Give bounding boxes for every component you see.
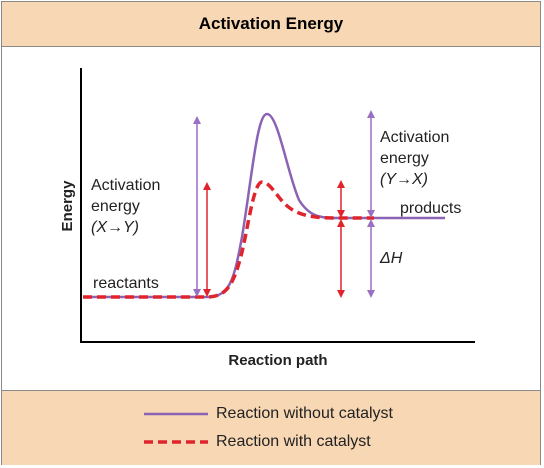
figure-title: Activation Energy: [2, 2, 540, 47]
activation-yx-line-2: energy: [380, 150, 429, 167]
activation-xy-line-3: (X→Y): [91, 219, 139, 236]
legend-label-with-catalyst: Reaction with catalyst: [216, 433, 371, 450]
solid-line-swatch-icon: [144, 412, 208, 416]
legend: Reaction without catalyst Reaction with …: [2, 390, 540, 465]
activation-yx-line-1: Activation: [380, 129, 449, 146]
reactants-label: reactants: [93, 275, 159, 292]
legend-item-without-catalyst: Reaction without catalyst: [144, 405, 393, 423]
activation-yx-line-3: (Y→X): [380, 171, 428, 188]
energy-diagram: Energy Reaction path reactants products …: [59, 68, 475, 369]
dashed-line-swatch-icon: [144, 440, 208, 444]
catalyzed-curve: [83, 180, 374, 299]
y-axis-label: Energy: [59, 180, 76, 232]
activation-xy-line-2: energy: [91, 198, 140, 215]
legend-label-without-catalyst: Reaction without catalyst: [216, 405, 393, 422]
x-axis-label: Reaction path: [228, 352, 327, 369]
delta-h-label: ΔH: [379, 250, 403, 267]
legend-item-with-catalyst: Reaction with catalyst: [144, 433, 371, 451]
activation-xy-line-1: Activation: [91, 177, 160, 194]
products-label: products: [400, 200, 461, 217]
uncatalyzed-curve: [83, 112, 445, 299]
